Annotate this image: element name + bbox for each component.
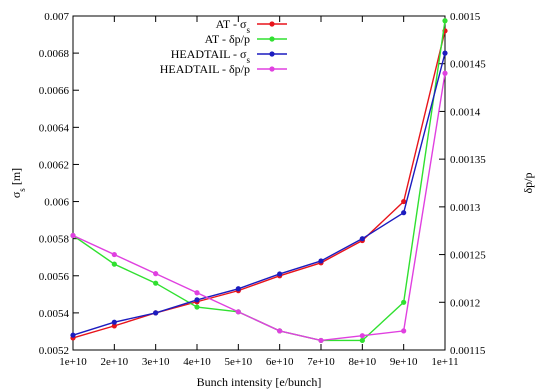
data-point bbox=[318, 258, 324, 264]
y-right-tick-label: 0.00125 bbox=[450, 250, 486, 262]
x-tick-label: 1e+10 bbox=[59, 356, 87, 368]
data-point bbox=[153, 280, 159, 286]
x-tick-label: 4e+10 bbox=[183, 356, 211, 368]
data-point bbox=[111, 261, 117, 267]
y-left-tick-label: 0.0066 bbox=[39, 85, 70, 97]
y-right-tick-label: 0.0013 bbox=[450, 202, 481, 214]
data-point bbox=[442, 70, 448, 76]
y-axis-right-title: δp/p bbox=[521, 173, 535, 194]
y-right-tick-label: 0.00135 bbox=[450, 154, 486, 166]
x-tick-label: 1e+11 bbox=[431, 356, 458, 368]
y-left-tick-label: 0.0062 bbox=[39, 159, 69, 171]
legend-swatch-point bbox=[269, 51, 275, 57]
series-line bbox=[72, 30, 446, 339]
data-point bbox=[277, 328, 283, 334]
data-point bbox=[442, 18, 448, 24]
y-axis-left-title: σs [m] bbox=[9, 168, 27, 198]
data-point bbox=[401, 299, 407, 305]
y-left-tick-label: 0.0056 bbox=[39, 271, 70, 283]
data-point bbox=[70, 232, 76, 239]
series-line bbox=[72, 52, 446, 336]
y-left-tick-label: 0.0054 bbox=[39, 308, 70, 320]
data-point bbox=[194, 297, 200, 303]
data-point bbox=[153, 310, 159, 316]
data-point bbox=[359, 333, 365, 339]
data-point bbox=[111, 251, 117, 258]
data-point bbox=[194, 290, 200, 296]
x-tick-label: 7e+10 bbox=[307, 356, 335, 368]
data-point bbox=[401, 210, 407, 216]
legend-swatch-point bbox=[269, 66, 275, 72]
data-point bbox=[401, 328, 407, 334]
x-tick-label: 8e+10 bbox=[349, 356, 377, 368]
data-point bbox=[194, 304, 200, 310]
legend-label: AT - δp/p bbox=[205, 32, 250, 46]
y-right-tick-label: 0.00145 bbox=[450, 59, 486, 71]
x-tick-label: 9e+10 bbox=[390, 356, 418, 368]
legend-label: HEADTAIL - δp/p bbox=[160, 62, 250, 76]
legend-label: HEADTAIL - σs bbox=[171, 47, 251, 65]
y-left-tick-label: 0.0058 bbox=[39, 234, 70, 246]
data-point bbox=[442, 50, 448, 56]
data-point bbox=[277, 271, 283, 277]
y-left-tick-label: 0.0064 bbox=[39, 122, 70, 134]
legend-label: AT - σs bbox=[216, 17, 251, 35]
y-left-tick-label: 0.0052 bbox=[39, 345, 69, 357]
y-right-tick-label: 0.0012 bbox=[450, 297, 480, 309]
data-point bbox=[235, 286, 241, 292]
data-point bbox=[235, 309, 241, 315]
plot-frame bbox=[72, 15, 446, 351]
x-tick-label: 3e+10 bbox=[142, 356, 170, 368]
y-right-tick-label: 0.0014 bbox=[450, 106, 481, 118]
data-point bbox=[359, 337, 365, 344]
y-left-tick-label: 0.007 bbox=[44, 11, 69, 23]
data-point bbox=[153, 271, 159, 277]
legend-swatch-point bbox=[269, 21, 275, 27]
data-point bbox=[70, 332, 76, 338]
y-left-tick-label: 0.0068 bbox=[39, 48, 70, 60]
x-tick-label: 2e+10 bbox=[101, 356, 129, 368]
x-tick-label: 6e+10 bbox=[266, 356, 294, 368]
series-line bbox=[72, 73, 446, 342]
y-right-tick-label: 0.00115 bbox=[450, 345, 486, 357]
y-left-tick-label: 0.006 bbox=[44, 197, 69, 209]
legend-swatch-point bbox=[269, 36, 275, 42]
data-point bbox=[359, 236, 365, 242]
x-tick-label: 5e+10 bbox=[225, 356, 253, 368]
axis-ticks: 1e+10 2e+10 3e+10 4e+10 5e+10 6e+10 7e+10 8e+10… bbox=[39, 11, 487, 368]
series-group bbox=[70, 18, 448, 344]
data-point bbox=[111, 323, 117, 329]
y-right-tick-label: 0.0015 bbox=[450, 11, 481, 23]
data-point bbox=[111, 319, 117, 325]
data-point bbox=[401, 198, 407, 205]
data-point bbox=[318, 337, 324, 344]
x-axis-title: Bunch intensity [e/bunch] bbox=[197, 375, 322, 389]
